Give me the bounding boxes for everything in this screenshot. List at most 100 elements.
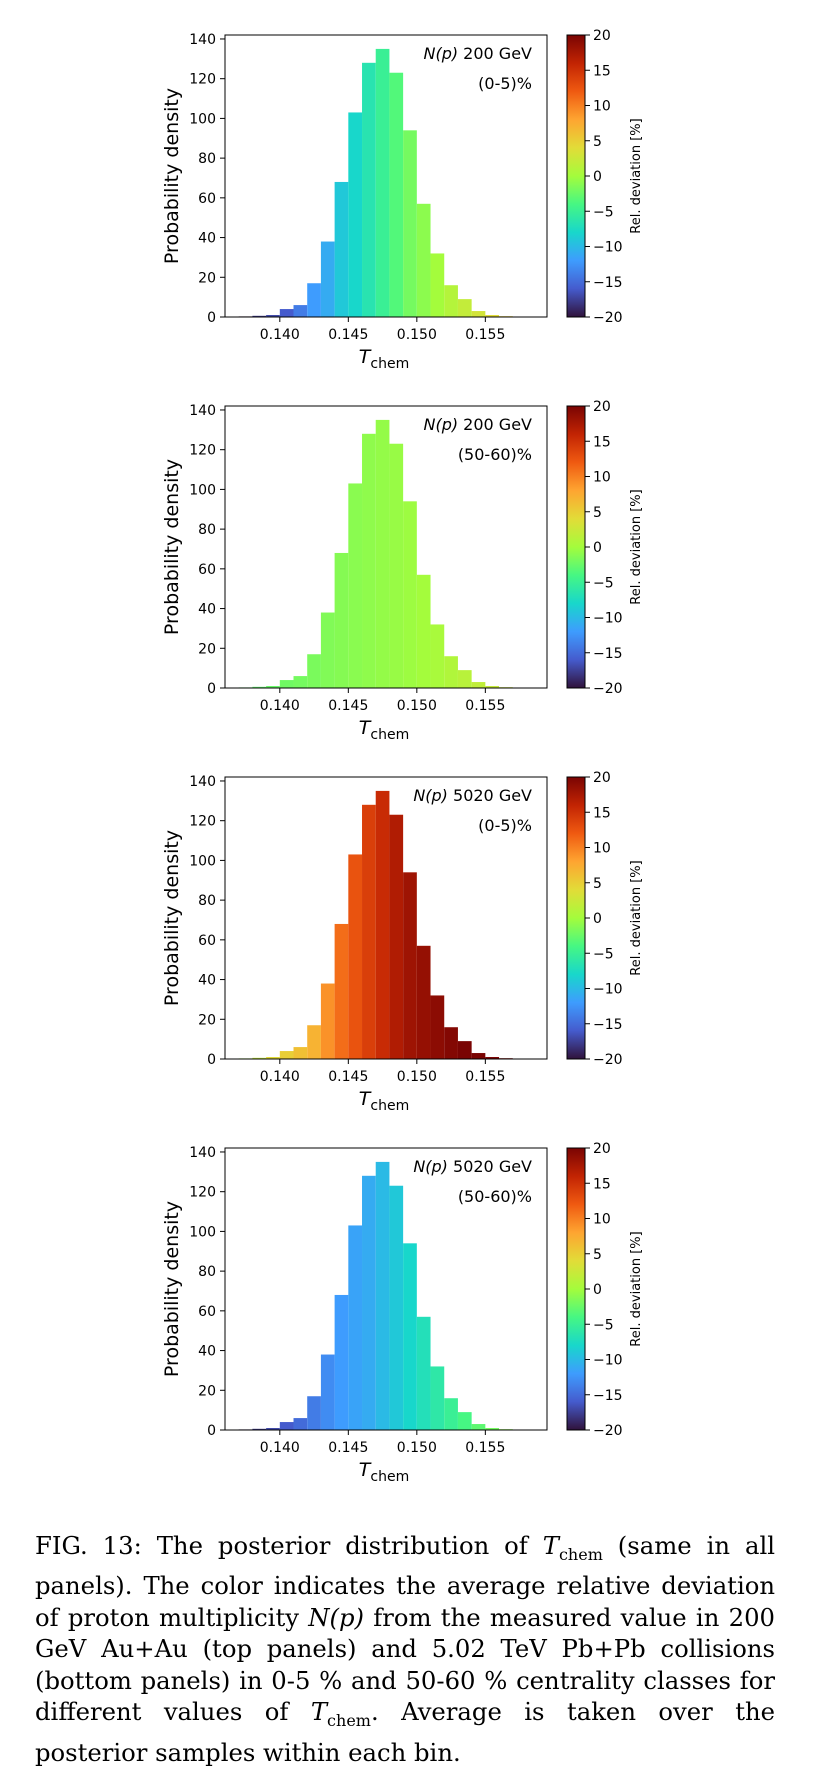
histogram-bar bbox=[389, 1185, 404, 1430]
y-tick-label: 20 bbox=[198, 270, 216, 286]
histogram-bar bbox=[444, 1398, 458, 1430]
colorbar bbox=[566, 34, 586, 318]
histogram-bar bbox=[375, 419, 390, 688]
histogram-bar bbox=[375, 48, 390, 318]
y-axis-label: Probability density bbox=[161, 88, 183, 264]
plot-frame bbox=[224, 405, 548, 689]
x-axis-label-subscript: chem bbox=[370, 356, 409, 372]
histogram-bar bbox=[403, 872, 417, 1059]
colorbar-tick-label: −15 bbox=[593, 1388, 623, 1404]
colorbar-tick-label: 20 bbox=[593, 399, 611, 415]
y-tick-label: 100 bbox=[189, 482, 216, 498]
y-tick-label: 80 bbox=[198, 151, 216, 167]
x-tick-label: 0.155 bbox=[465, 1069, 505, 1085]
colorbar-tick-label: 5 bbox=[593, 505, 602, 521]
x-tick-label: 0.140 bbox=[260, 1069, 300, 1085]
histogram-bar bbox=[266, 686, 280, 688]
histogram-bar bbox=[252, 1057, 267, 1059]
histogram-bar bbox=[252, 315, 267, 317]
panel-centrality: (0-5)% bbox=[478, 74, 532, 93]
histogram-bar bbox=[279, 1422, 294, 1430]
caption-math-t-2: T bbox=[310, 1697, 328, 1727]
colorbar-tick-label: −10 bbox=[593, 982, 623, 998]
panel-centrality: (0-5)% bbox=[478, 816, 532, 835]
histogram-bar bbox=[279, 309, 294, 317]
histogram-bar bbox=[307, 283, 321, 317]
y-tick-label: 120 bbox=[189, 443, 216, 459]
colorbar-tick-label: 0 bbox=[593, 540, 602, 556]
x-tick-label: 0.145 bbox=[328, 327, 368, 343]
histogram-bar bbox=[362, 804, 376, 1059]
histogram-bar bbox=[334, 181, 349, 317]
panel-label-energy: 5020 GeV bbox=[448, 786, 532, 805]
histogram-bar bbox=[362, 433, 376, 688]
colorbar-tick-label: 10 bbox=[593, 470, 611, 486]
caption-math-sub-2: chem bbox=[327, 1711, 371, 1731]
x-tick-label: 0.150 bbox=[397, 698, 437, 714]
histogram-bar bbox=[430, 1366, 445, 1430]
x-tick-label: 0.145 bbox=[328, 1440, 368, 1456]
colorbar-tick-label: −20 bbox=[593, 310, 623, 326]
histogram-bar bbox=[334, 1294, 349, 1430]
y-tick-label: 60 bbox=[198, 933, 216, 949]
colorbar-tick-label: 0 bbox=[593, 911, 602, 927]
x-tick-label: 0.155 bbox=[465, 327, 505, 343]
colorbar-tick-label: −10 bbox=[593, 611, 623, 627]
panel-centrality: (50-60)% bbox=[458, 445, 532, 464]
histogram-bar bbox=[389, 72, 404, 317]
colorbar-tick-label: −20 bbox=[593, 681, 623, 697]
y-axis-label: Probability density bbox=[161, 459, 183, 635]
histogram-bar bbox=[389, 814, 404, 1059]
panel-label-math: N(p) bbox=[423, 415, 458, 434]
panel-label-math: N(p) bbox=[423, 44, 458, 63]
histogram-bar bbox=[403, 1243, 417, 1430]
colorbar-tick-label: −10 bbox=[593, 240, 623, 256]
panel-label: N(p) 5020 GeV bbox=[413, 1157, 532, 1176]
histogram-bar bbox=[334, 552, 349, 688]
histogram-bar bbox=[266, 315, 280, 317]
y-tick-label: 40 bbox=[198, 973, 216, 989]
histogram-bar bbox=[389, 443, 404, 688]
x-axis-label: Tchem bbox=[359, 1088, 409, 1114]
histogram-bar bbox=[457, 670, 472, 688]
colorbar-tick-label: 15 bbox=[593, 63, 611, 79]
histogram-bar bbox=[293, 1047, 308, 1059]
histogram-bar bbox=[320, 1354, 335, 1430]
colorbar-tick-label: 20 bbox=[593, 770, 611, 786]
x-tick-label: 0.150 bbox=[397, 1069, 437, 1085]
histogram-bar bbox=[348, 854, 363, 1059]
y-tick-label: 120 bbox=[189, 814, 216, 830]
histogram-bar bbox=[252, 1428, 267, 1430]
histogram-bar bbox=[444, 656, 458, 688]
histogram-bar bbox=[266, 1057, 280, 1059]
panel-label-math: N(p) bbox=[413, 1157, 448, 1176]
histogram-bar bbox=[485, 1428, 500, 1430]
panel-label-energy: 200 GeV bbox=[458, 44, 532, 63]
x-tick-label: 0.140 bbox=[260, 1440, 300, 1456]
y-tick-label: 40 bbox=[198, 231, 216, 247]
histogram-bar bbox=[348, 112, 363, 317]
histogram-bar bbox=[307, 1025, 321, 1059]
histogram-bar bbox=[471, 682, 486, 688]
histogram-bar bbox=[403, 130, 417, 317]
histogram-bar bbox=[279, 680, 294, 688]
y-tick-label: 0 bbox=[207, 681, 216, 697]
histogram-bar bbox=[320, 612, 335, 688]
y-tick-label: 20 bbox=[198, 1383, 216, 1399]
colorbar-tick-label: 0 bbox=[593, 1282, 602, 1298]
colorbar-tick-label: 5 bbox=[593, 1247, 602, 1263]
histogram-bar bbox=[279, 1051, 294, 1059]
x-axis-label: Tchem bbox=[359, 717, 409, 743]
histogram-bar bbox=[375, 790, 390, 1059]
caption-text-2: (same in all panels). The color indicate… bbox=[35, 1531, 775, 1632]
histogram-bar bbox=[362, 1175, 376, 1430]
histogram-bar bbox=[485, 686, 500, 688]
panel-centrality: (50-60)% bbox=[458, 1187, 532, 1206]
histogram-bar bbox=[362, 62, 376, 317]
y-tick-label: 100 bbox=[189, 1224, 216, 1240]
x-tick-label: 0.140 bbox=[260, 698, 300, 714]
colorbar-tick-label: 20 bbox=[593, 1141, 611, 1157]
histogram-bar bbox=[252, 686, 267, 688]
